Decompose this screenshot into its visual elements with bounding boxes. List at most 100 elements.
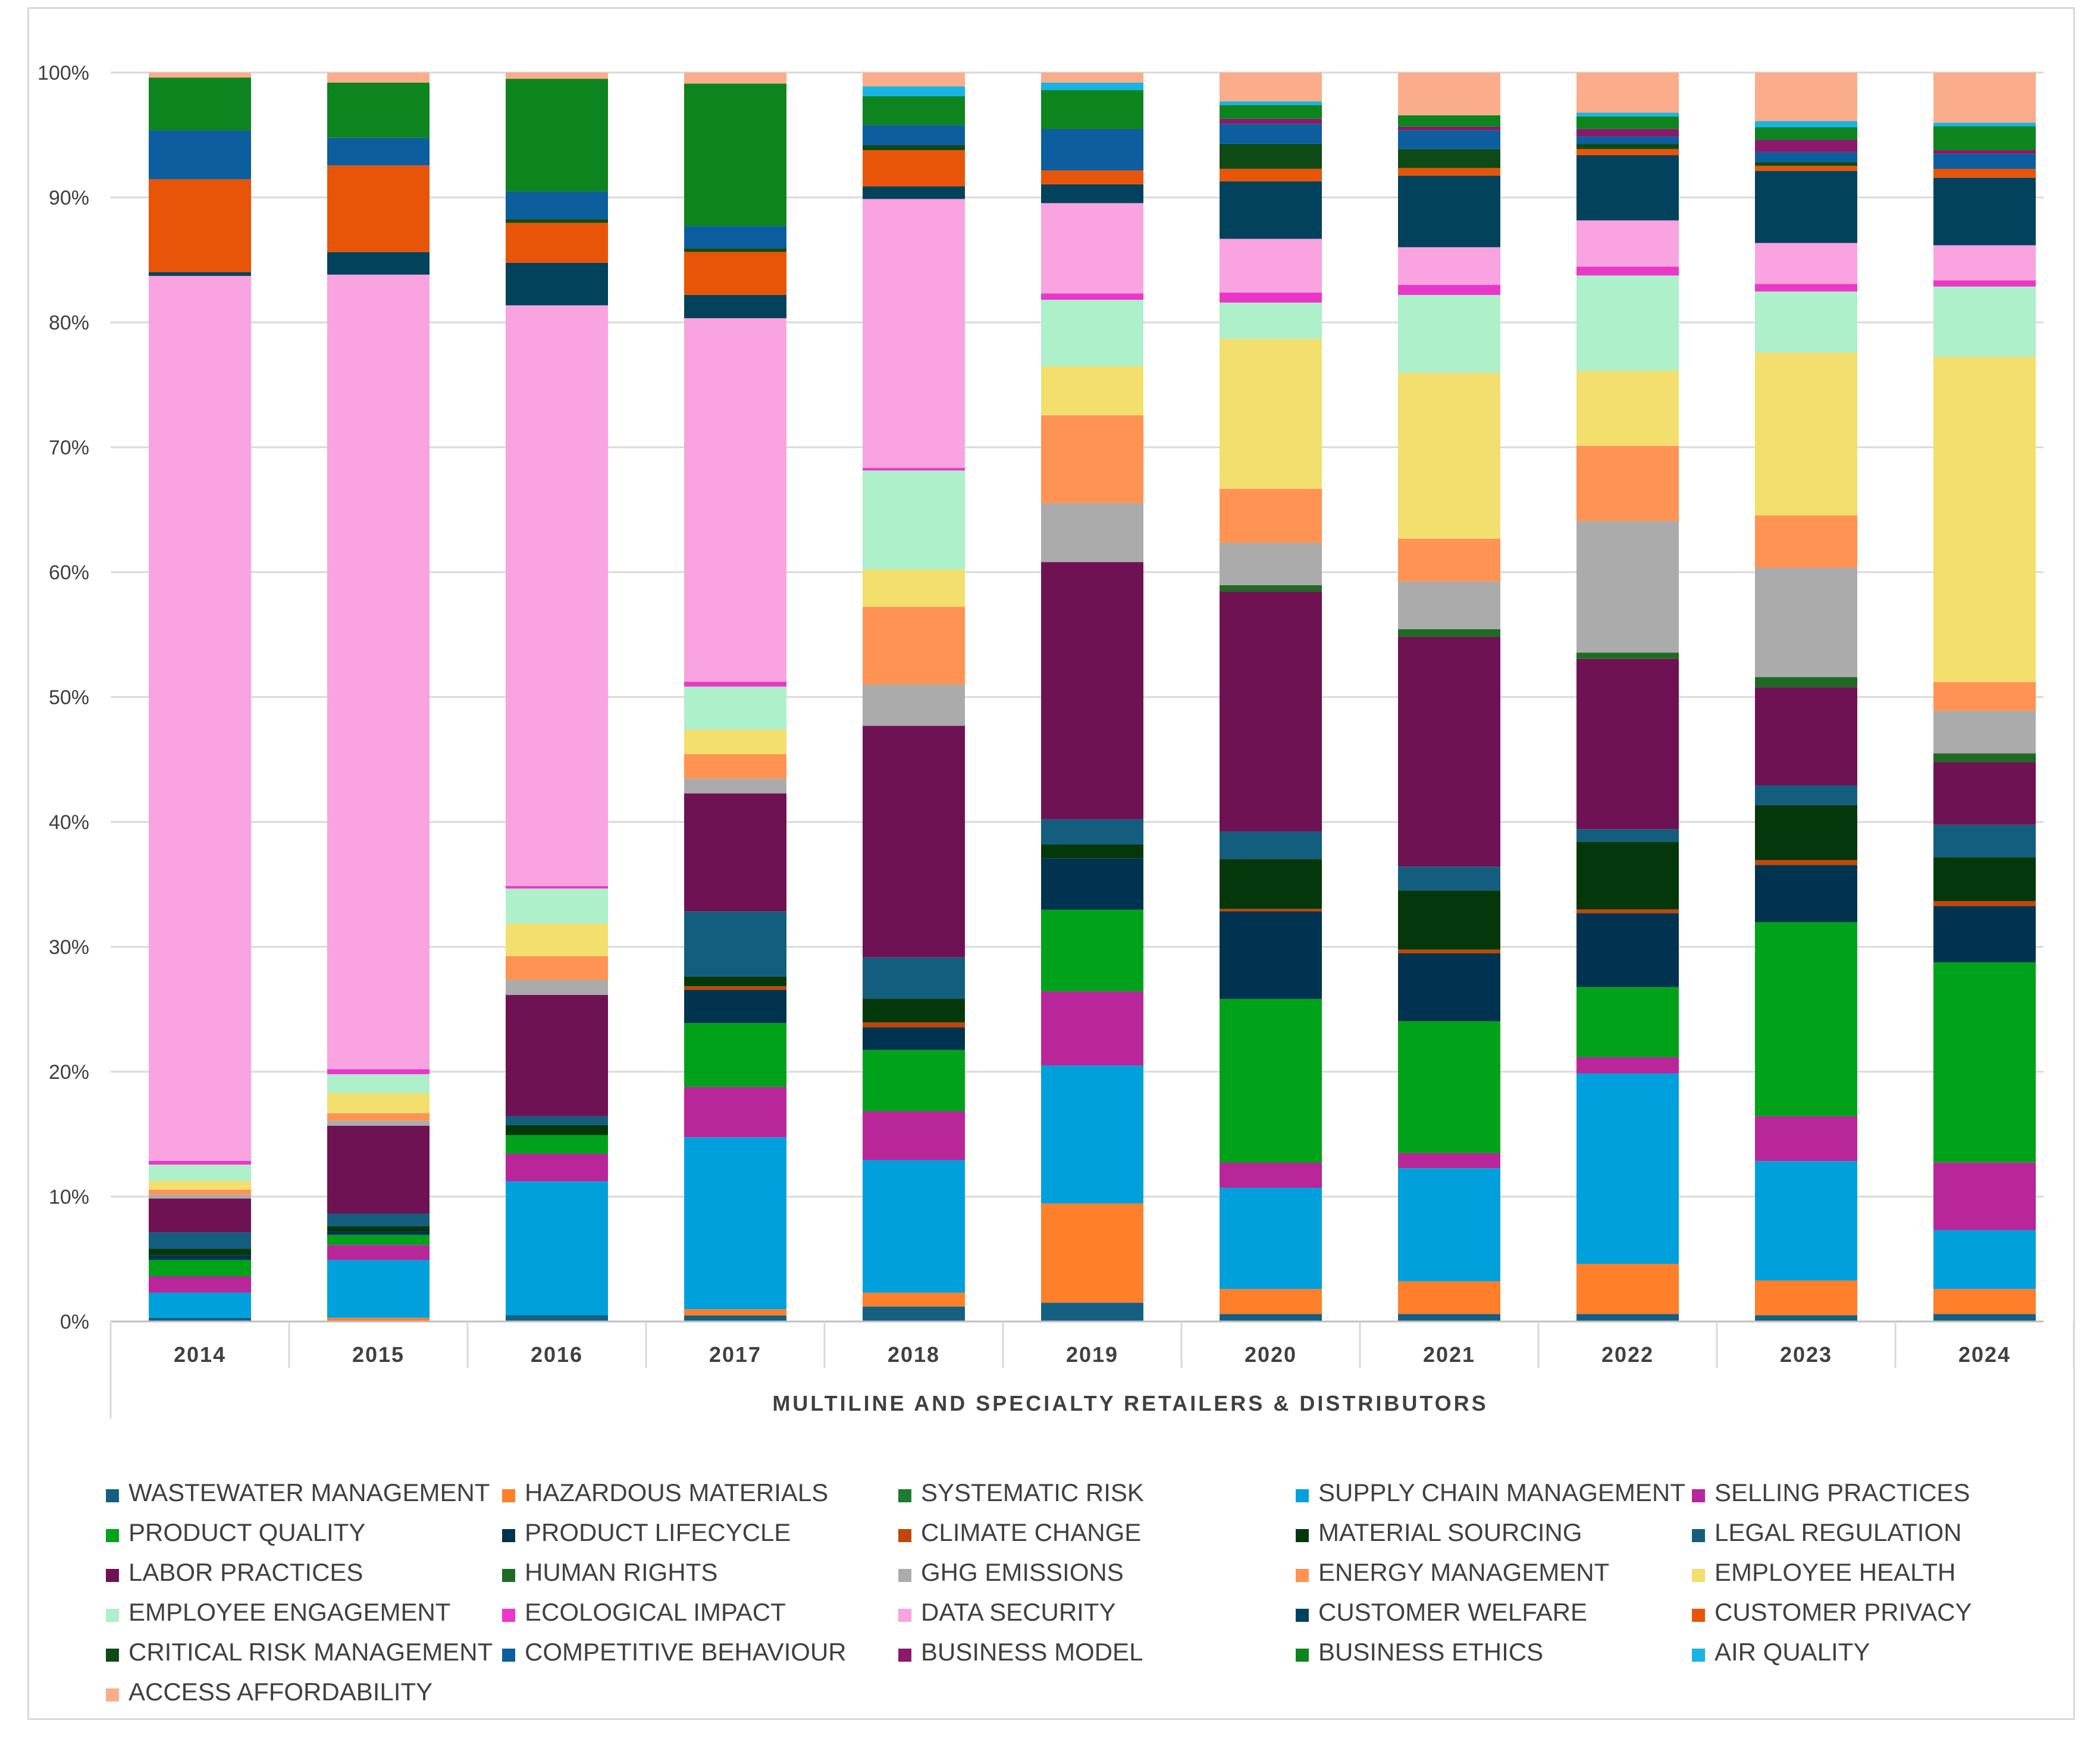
- bar-stack-2019: [1041, 73, 1143, 1321]
- bar-segment: [684, 976, 786, 987]
- bar-segment: [327, 1213, 430, 1226]
- legend-swatch: [898, 1649, 911, 1662]
- legend-label: CUSTOMER WELFARE: [1318, 1598, 1587, 1626]
- bar-segment: [863, 467, 965, 471]
- x-tick-label: 2014: [174, 1342, 226, 1367]
- bar-segment: [863, 199, 965, 468]
- bar-segment: [684, 226, 786, 249]
- chart-frame: [27, 7, 2075, 1720]
- legend-label: LEGAL REGULATION: [1715, 1518, 1961, 1546]
- y-tick-label: 0%: [60, 1311, 89, 1333]
- legend-item: EMPLOYEE HEALTH: [1692, 1558, 1955, 1586]
- bar-segment: [1576, 1057, 1679, 1073]
- bar-stack-2015: [327, 73, 430, 1321]
- legend-item: SYSTEMATIC RISK: [898, 1479, 1144, 1506]
- bar-stack-2017: [684, 73, 786, 1321]
- y-tick-label: 70%: [49, 437, 89, 459]
- bar-segment: [327, 252, 430, 275]
- bar-stack-2020: [1220, 73, 1322, 1321]
- bar-segment: [327, 82, 430, 138]
- bar-segment: [1041, 170, 1143, 184]
- bar-segment: [863, 999, 965, 1023]
- bar-segment: [1220, 143, 1322, 169]
- bar-segment: [1220, 73, 1322, 102]
- legend-item: BUSINESS MODEL: [898, 1638, 1143, 1666]
- bar-segment: [684, 793, 786, 912]
- bar-segment: [1755, 291, 1857, 353]
- bar-segment: [1220, 542, 1322, 585]
- bar-segment: [1933, 900, 2036, 906]
- bar-segment: [1755, 805, 1857, 861]
- bar-segment: [327, 1317, 430, 1321]
- bar-segment: [1220, 124, 1322, 144]
- bar-segment: [1220, 831, 1322, 859]
- bar-segment: [327, 73, 430, 83]
- bar-segment: [1041, 1203, 1143, 1303]
- legend-swatch: [1296, 1489, 1309, 1502]
- bar-segment: [684, 990, 786, 1024]
- y-tick-label: 100%: [37, 62, 89, 84]
- legend-item: SELLING PRACTICES: [1692, 1479, 1970, 1506]
- x-tick-label: 2022: [1601, 1342, 1654, 1367]
- bar-segment: [1220, 859, 1322, 909]
- bar-segment: [506, 1116, 608, 1125]
- bar-segment: [1398, 629, 1500, 637]
- bar-segment: [1576, 829, 1679, 842]
- bar-segment: [149, 1276, 251, 1293]
- legend-label: CUSTOMER PRIVACY: [1715, 1598, 1972, 1626]
- legend-swatch: [502, 1529, 515, 1542]
- legend-item: GHG EMISSIONS: [898, 1558, 1124, 1586]
- bar-segment: [1041, 184, 1143, 203]
- bar-segment: [1041, 415, 1143, 503]
- bar-segment: [1933, 682, 2036, 711]
- legend-item: CUSTOMER WELFARE: [1296, 1598, 1587, 1626]
- bar-segment: [1041, 909, 1143, 991]
- bar-segment: [149, 275, 251, 1161]
- legend-item: HUMAN RIGHTS: [502, 1558, 717, 1586]
- bar-segment: [1933, 1162, 2036, 1231]
- bar-segment: [1398, 285, 1500, 295]
- bar-segment: [1933, 126, 2036, 150]
- legend-item: HAZARDOUS MATERIALS: [502, 1479, 828, 1506]
- bar-segment: [327, 1113, 430, 1121]
- bar-segment: [863, 726, 965, 958]
- y-tick-label: 60%: [49, 561, 89, 584]
- bar-segment: [1755, 1315, 1857, 1321]
- bar-segment: [1755, 1161, 1857, 1280]
- bar-segment: [1576, 128, 1679, 137]
- bar-segment: [684, 1023, 786, 1087]
- bar-segment: [1933, 753, 2036, 762]
- bar-segment: [1398, 538, 1500, 582]
- bar-segment: [149, 179, 251, 272]
- bar-segment: [1933, 177, 2036, 246]
- x-tick-label: 2024: [1958, 1342, 2011, 1367]
- legend-swatch: [898, 1609, 911, 1622]
- bar-segment: [1398, 636, 1500, 867]
- legend-item: PRODUCT QUALITY: [106, 1518, 365, 1546]
- bar-segment: [1576, 987, 1679, 1057]
- bar-segment: [1220, 1289, 1322, 1314]
- bar-segment: [1755, 865, 1857, 922]
- bar-segment: [863, 957, 965, 999]
- bar-segment: [684, 779, 786, 794]
- y-tick-label: 80%: [49, 312, 89, 334]
- bar-segment: [1398, 867, 1500, 891]
- bar-segment: [149, 1160, 251, 1165]
- bar-segment: [684, 252, 786, 295]
- legend-item: DATA SECURITY: [898, 1598, 1116, 1626]
- bar-segment: [863, 73, 965, 87]
- legend-item: MATERIAL SOURCING: [1296, 1518, 1582, 1546]
- bar-segment: [1220, 292, 1322, 303]
- x-tick-label: 2017: [709, 1342, 761, 1367]
- bar-segment: [1220, 1314, 1322, 1321]
- bar-segment: [684, 1315, 786, 1321]
- bar-segment: [1755, 243, 1857, 284]
- bar-segment: [327, 274, 430, 1069]
- legend-item: ACCESS AFFORDABILITY: [106, 1678, 432, 1706]
- bar-segment: [149, 1317, 251, 1321]
- bar-segment: [1398, 73, 1500, 115]
- legend-label: EMPLOYEE ENGAGEMENT: [128, 1598, 450, 1626]
- bar-segment: [506, 79, 608, 192]
- legend-item: ECOLOGICAL IMPACT: [502, 1598, 786, 1626]
- bar-segment: [1933, 169, 2036, 178]
